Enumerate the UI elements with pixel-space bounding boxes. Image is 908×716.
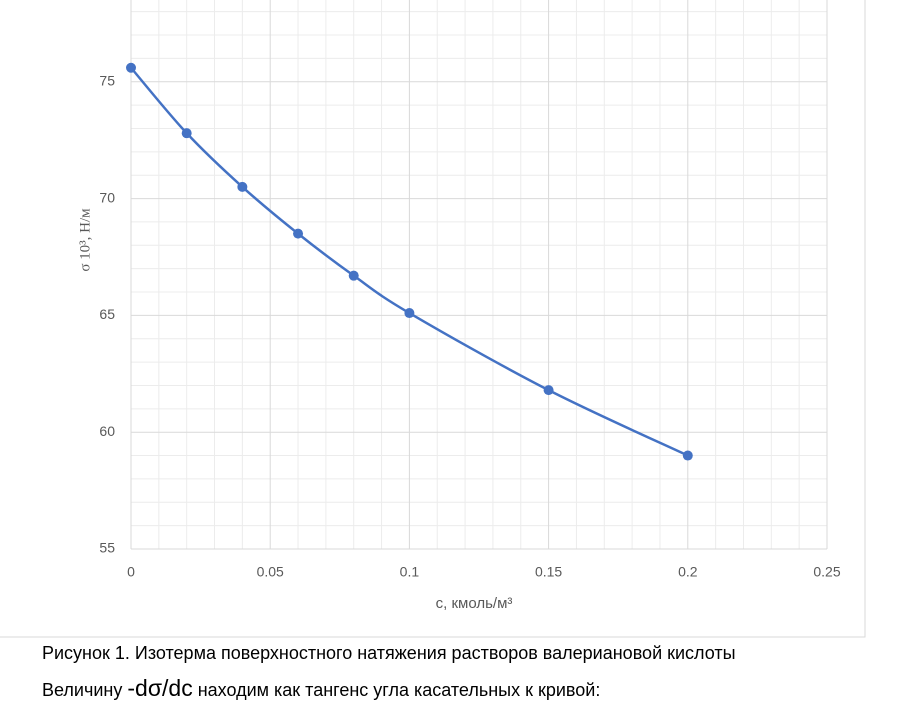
y-tick-label: 75 — [99, 72, 115, 88]
y-axis-label: σ 10³, Н/м — [77, 208, 93, 272]
y-tick-label: 70 — [99, 189, 115, 205]
x-axis-label: c, кмоль/м³ — [436, 595, 513, 612]
x-tick-label: 0.25 — [813, 564, 840, 580]
x-tick-label: 0.2 — [678, 564, 698, 580]
x-tick-label: 0.15 — [535, 564, 562, 580]
data-point — [126, 62, 136, 73]
x-tick-label: 0.1 — [400, 564, 420, 580]
data-point — [543, 385, 554, 396]
data-point — [682, 450, 693, 461]
x-tick-label: 0.05 — [257, 564, 284, 580]
text: Величину — [42, 680, 123, 700]
y-tick-label: 60 — [99, 423, 115, 439]
chart: 0 0.05 0.1 0.15 0.2 0.25 55 60 65 70 75 c, кмоль/м… — [0, 0, 866, 638]
data-point — [293, 228, 304, 239]
formula: -dσ/dc — [127, 675, 193, 701]
y-tick-label: 65 — [99, 306, 115, 322]
figure-caption: Рисунок 1. Изотерма поверхностного натяж… — [42, 643, 736, 663]
text: находим как тангенс угла касательных к к… — [197, 680, 601, 700]
data-point — [237, 181, 248, 192]
y-tick-label: 55 — [99, 540, 115, 556]
chart-frame — [0, 0, 866, 638]
data-point — [348, 270, 359, 281]
data-point — [181, 128, 192, 139]
x-tick-label: 0 — [127, 564, 135, 580]
data-point — [404, 308, 415, 319]
text-line: Величину -dσ/dc находим как тангенс угла… — [42, 675, 600, 702]
